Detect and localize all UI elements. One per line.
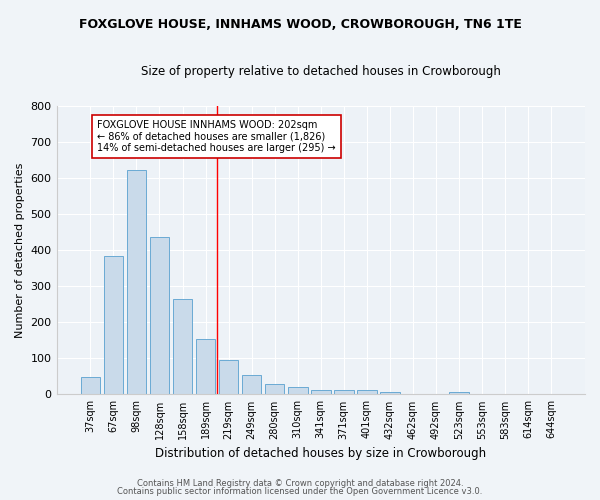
Text: Contains public sector information licensed under the Open Government Licence v3: Contains public sector information licen… xyxy=(118,487,482,496)
Text: FOXGLOVE HOUSE INNHAMS WOOD: 202sqm
← 86% of detached houses are smaller (1,826): FOXGLOVE HOUSE INNHAMS WOOD: 202sqm ← 86… xyxy=(97,120,336,153)
Bar xyxy=(357,390,377,394)
Bar xyxy=(449,392,469,394)
Bar xyxy=(80,378,100,394)
Y-axis label: Number of detached properties: Number of detached properties xyxy=(15,162,25,338)
Text: Contains HM Land Registry data © Crown copyright and database right 2024.: Contains HM Land Registry data © Crown c… xyxy=(137,478,463,488)
Bar xyxy=(288,387,308,394)
Bar xyxy=(219,360,238,394)
Bar xyxy=(242,375,262,394)
Bar xyxy=(173,298,193,394)
Bar xyxy=(334,390,353,394)
Bar xyxy=(380,392,400,394)
Bar xyxy=(196,339,215,394)
Bar xyxy=(265,384,284,394)
Bar xyxy=(127,170,146,394)
Title: Size of property relative to detached houses in Crowborough: Size of property relative to detached ho… xyxy=(141,65,501,78)
Bar xyxy=(104,256,123,394)
Text: FOXGLOVE HOUSE, INNHAMS WOOD, CROWBOROUGH, TN6 1TE: FOXGLOVE HOUSE, INNHAMS WOOD, CROWBOROUG… xyxy=(79,18,521,30)
Bar xyxy=(149,236,169,394)
Bar xyxy=(311,390,331,394)
X-axis label: Distribution of detached houses by size in Crowborough: Distribution of detached houses by size … xyxy=(155,447,487,460)
